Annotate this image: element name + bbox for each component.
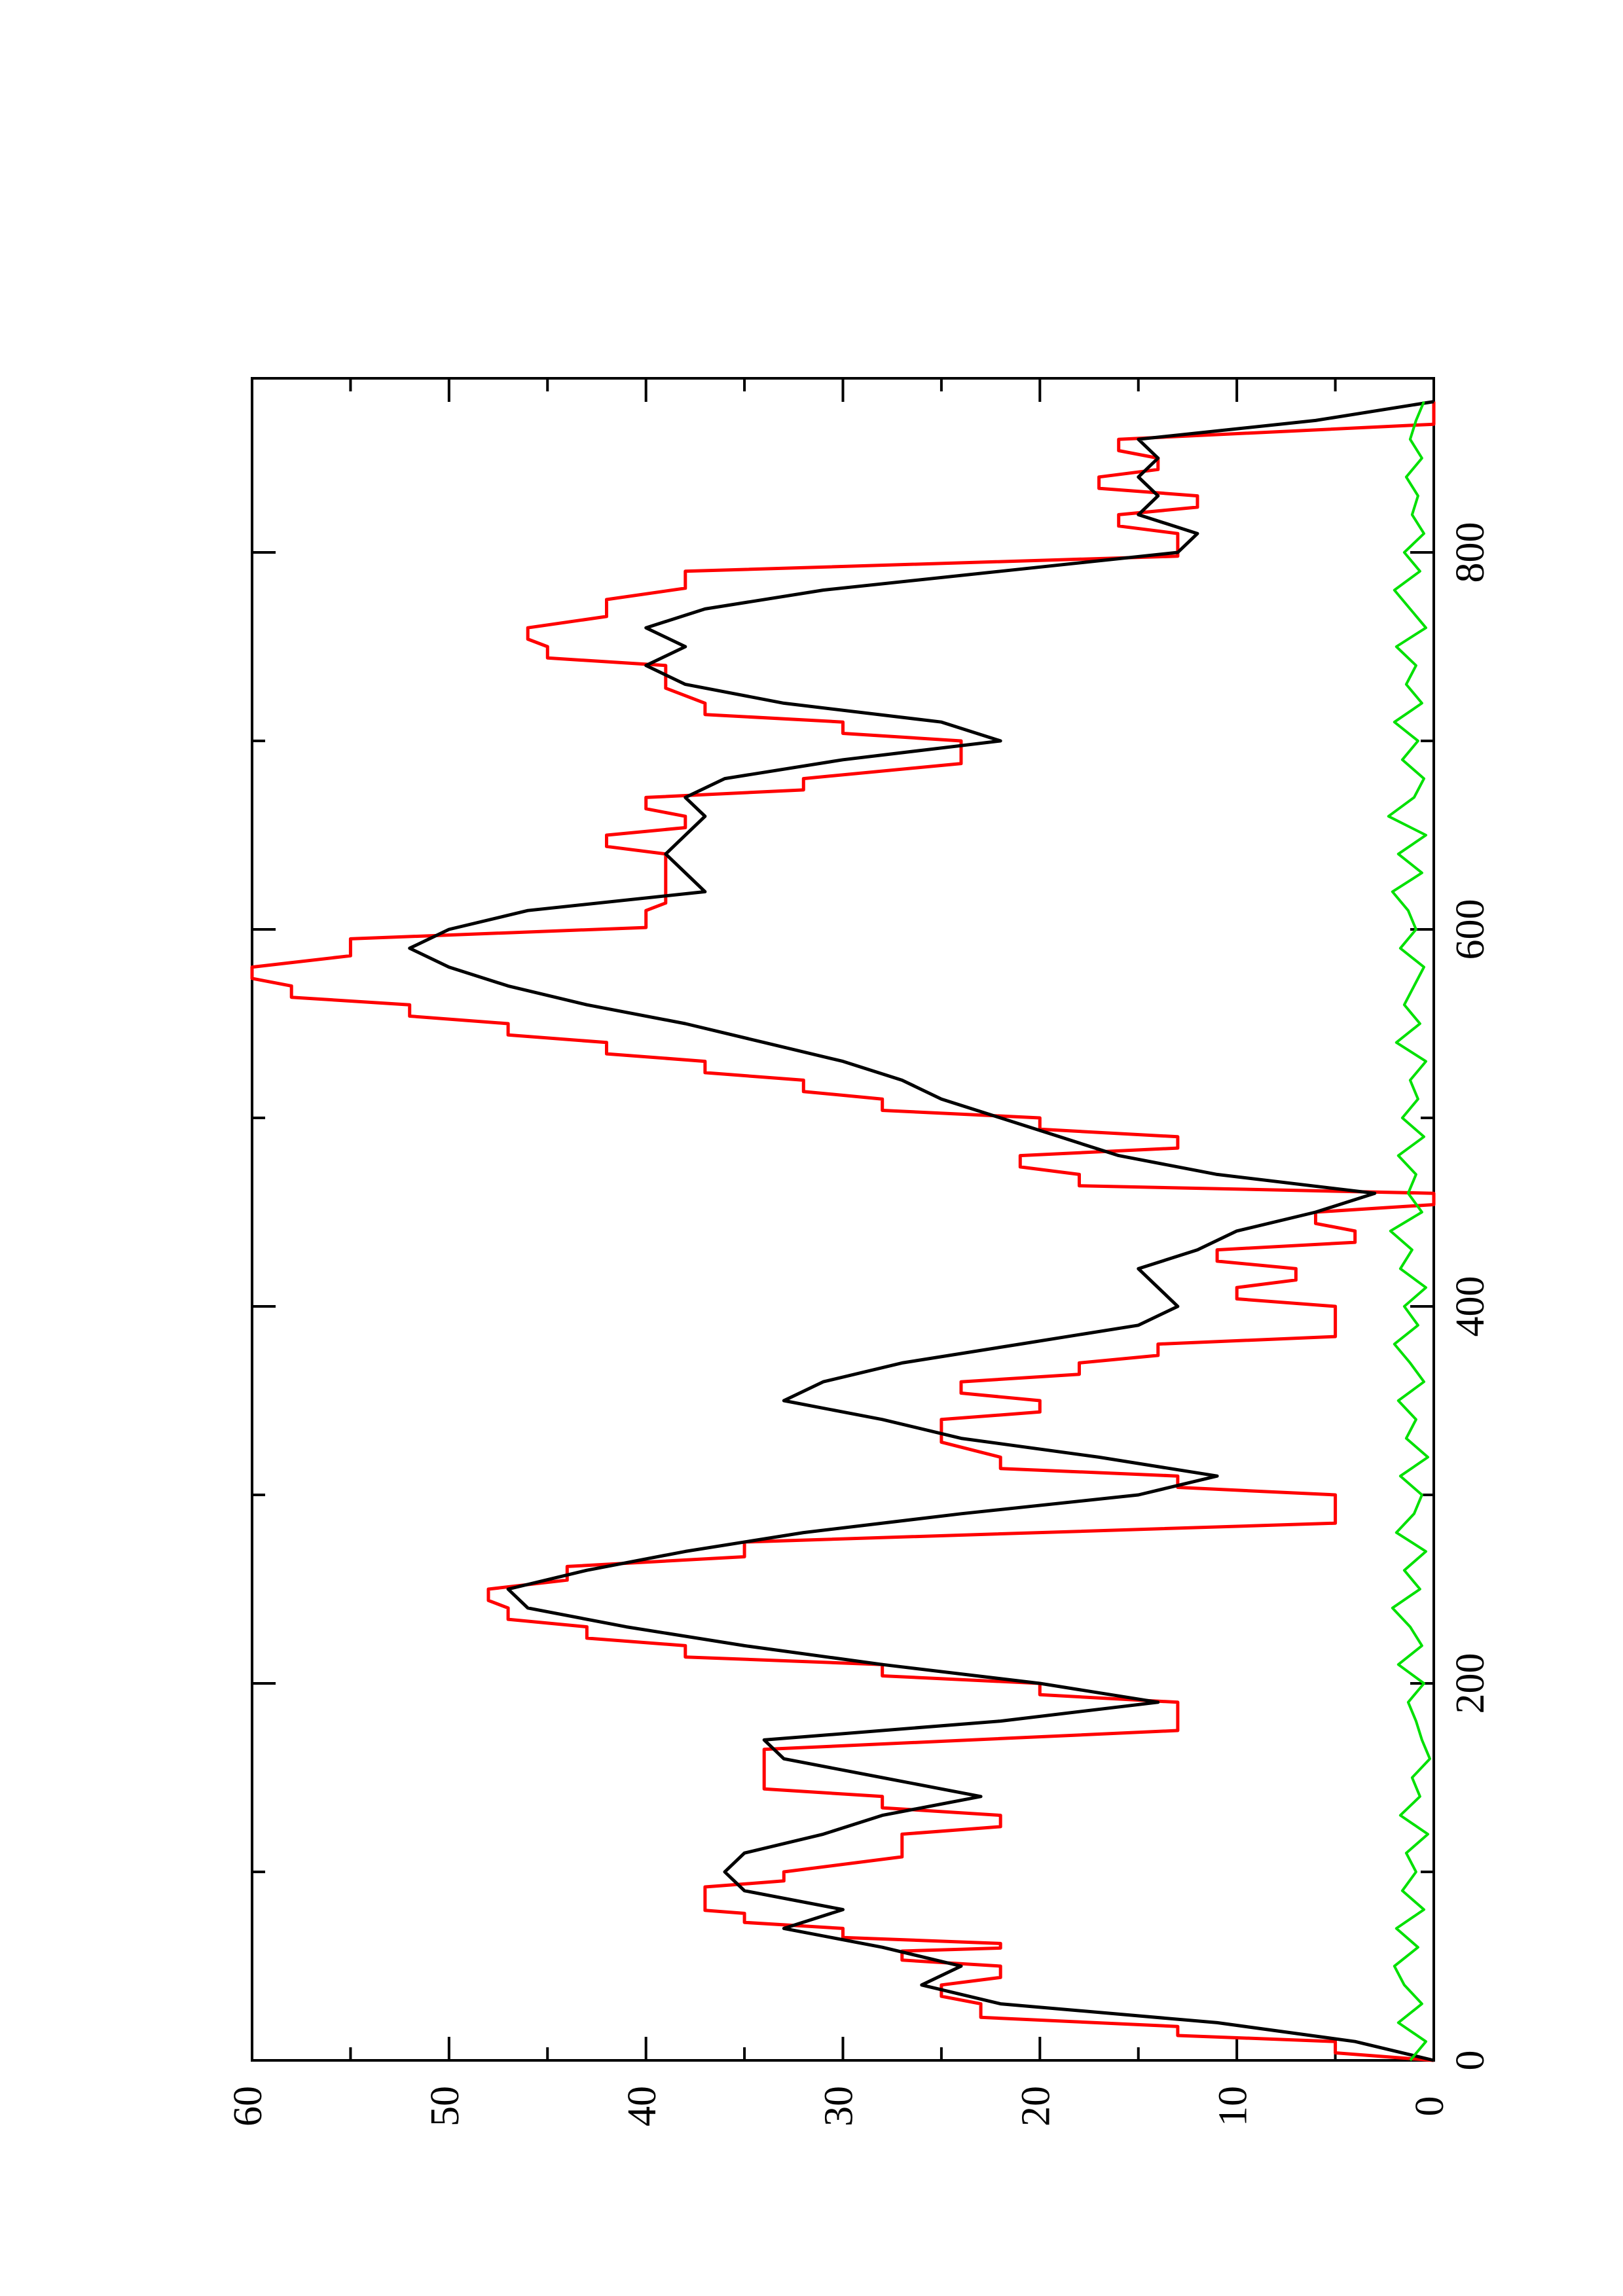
x-tick-label: 0: [1448, 2051, 1493, 2071]
red-step-series: [250, 401, 1436, 2062]
plot-frame: [251, 377, 1435, 2062]
y-tick-label: 60: [226, 2086, 270, 2126]
green-noise-series: [1387, 401, 1431, 2062]
y-tick-label: 30: [817, 2086, 862, 2126]
x-tick-label: 800: [1448, 522, 1493, 583]
black-line-series: [408, 400, 1434, 2062]
y-tick-label: 40: [620, 2086, 665, 2126]
y-tick-label: 0: [1408, 2096, 1452, 2117]
y-tick-label: 50: [423, 2086, 467, 2126]
x-tick-label: 600: [1448, 899, 1493, 960]
series-layer: [250, 400, 1436, 2062]
axes: [251, 377, 1435, 2062]
y-tick-label: 10: [1211, 2086, 1255, 2126]
y-tick-label: 20: [1014, 2086, 1059, 2126]
tick-labels: 0 200 400 600 800 0 10 20 30 40 50 60: [226, 522, 1493, 2127]
x-tick-label: 200: [1448, 1653, 1493, 1714]
x-tick-label: 400: [1448, 1276, 1493, 1337]
